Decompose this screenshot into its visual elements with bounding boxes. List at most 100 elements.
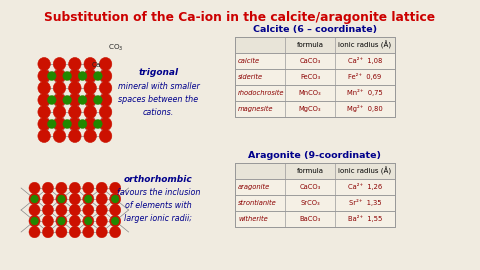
Text: witherite: witherite (238, 216, 268, 222)
Circle shape (69, 204, 81, 216)
Circle shape (63, 72, 72, 80)
Bar (235, 195, 395, 211)
Text: Substitution of the Ca-ion in the calcite/aragonite lattice: Substitution of the Ca-ion in the calcit… (45, 11, 435, 24)
Bar (235, 37, 395, 53)
Circle shape (84, 195, 92, 203)
Circle shape (38, 58, 50, 70)
Circle shape (56, 226, 67, 238)
Circle shape (84, 106, 96, 119)
Circle shape (109, 204, 121, 216)
Text: formula: formula (297, 168, 324, 174)
Text: SrCO₃: SrCO₃ (300, 200, 320, 206)
Circle shape (69, 117, 81, 130)
Circle shape (78, 96, 87, 104)
Circle shape (42, 226, 54, 238)
Circle shape (83, 193, 94, 205)
Circle shape (99, 106, 112, 119)
Bar (235, 163, 395, 227)
Circle shape (69, 106, 81, 119)
Circle shape (78, 120, 87, 129)
Circle shape (69, 58, 81, 70)
Bar (235, 179, 395, 195)
Circle shape (83, 226, 94, 238)
Circle shape (56, 204, 67, 216)
Circle shape (38, 93, 50, 106)
Text: ionic radius (Å): ionic radius (Å) (338, 41, 391, 49)
Circle shape (94, 72, 102, 80)
Text: siderite: siderite (238, 74, 263, 80)
Text: orthorhombic: orthorhombic (124, 175, 193, 184)
Circle shape (29, 193, 40, 205)
Bar (235, 37, 395, 117)
Circle shape (99, 130, 112, 143)
Text: Mg²⁺  0,80: Mg²⁺ 0,80 (347, 106, 383, 113)
Circle shape (63, 120, 72, 129)
Circle shape (111, 195, 119, 203)
Circle shape (58, 217, 65, 225)
Circle shape (99, 117, 112, 130)
Circle shape (48, 120, 56, 129)
Text: Sr²⁺  1,35: Sr²⁺ 1,35 (348, 200, 381, 207)
Text: BaCO₃: BaCO₃ (300, 216, 321, 222)
Circle shape (109, 182, 121, 194)
Circle shape (69, 93, 81, 106)
Circle shape (42, 204, 54, 216)
Circle shape (29, 204, 40, 216)
Text: magnesite: magnesite (238, 106, 274, 112)
Circle shape (83, 182, 94, 194)
Circle shape (109, 226, 121, 238)
Circle shape (96, 182, 108, 194)
Circle shape (69, 193, 81, 205)
Circle shape (96, 193, 108, 205)
Circle shape (42, 182, 54, 194)
Text: calcite: calcite (238, 58, 260, 64)
Text: Fe²⁺  0,69: Fe²⁺ 0,69 (348, 73, 382, 80)
Bar (235, 101, 395, 117)
Circle shape (96, 215, 108, 227)
Circle shape (53, 130, 66, 143)
Circle shape (69, 69, 81, 83)
Circle shape (56, 182, 67, 194)
Circle shape (31, 195, 38, 203)
Bar (235, 211, 395, 227)
Text: Mn²⁺  0,75: Mn²⁺ 0,75 (347, 89, 383, 96)
Circle shape (53, 117, 66, 130)
Circle shape (84, 69, 96, 83)
Circle shape (84, 130, 96, 143)
Text: CaCO₃: CaCO₃ (300, 184, 321, 190)
Text: FeCO₃: FeCO₃ (300, 74, 320, 80)
Circle shape (29, 182, 40, 194)
Text: trigonal: trigonal (138, 68, 179, 77)
Circle shape (58, 195, 65, 203)
Text: Aragonite (9-coordinate): Aragonite (9-coordinate) (248, 151, 382, 160)
Text: Ca²⁺  1,26: Ca²⁺ 1,26 (348, 184, 382, 191)
Text: MgCO₃: MgCO₃ (299, 106, 322, 112)
Circle shape (69, 226, 81, 238)
Circle shape (99, 69, 112, 83)
Circle shape (84, 58, 96, 70)
Circle shape (99, 58, 112, 70)
Circle shape (53, 93, 66, 106)
Bar (235, 163, 395, 179)
Circle shape (38, 106, 50, 119)
Text: favours the inclusion
of elements with
larger ionic radii;: favours the inclusion of elements with l… (117, 188, 200, 223)
Circle shape (69, 130, 81, 143)
Circle shape (42, 215, 54, 227)
Circle shape (69, 215, 81, 227)
Text: formula: formula (297, 42, 324, 48)
Circle shape (84, 82, 96, 94)
Circle shape (83, 204, 94, 216)
Text: rhodochrosite: rhodochrosite (238, 90, 285, 96)
Circle shape (78, 72, 87, 80)
Circle shape (84, 93, 96, 106)
Text: Ba²⁺  1,55: Ba²⁺ 1,55 (348, 215, 382, 222)
Circle shape (96, 204, 108, 216)
Circle shape (99, 93, 112, 106)
Circle shape (53, 58, 66, 70)
Bar (235, 69, 395, 85)
Circle shape (99, 82, 112, 94)
Circle shape (94, 96, 102, 104)
Bar (235, 85, 395, 101)
Circle shape (53, 106, 66, 119)
Text: CO$_3$: CO$_3$ (108, 43, 124, 53)
